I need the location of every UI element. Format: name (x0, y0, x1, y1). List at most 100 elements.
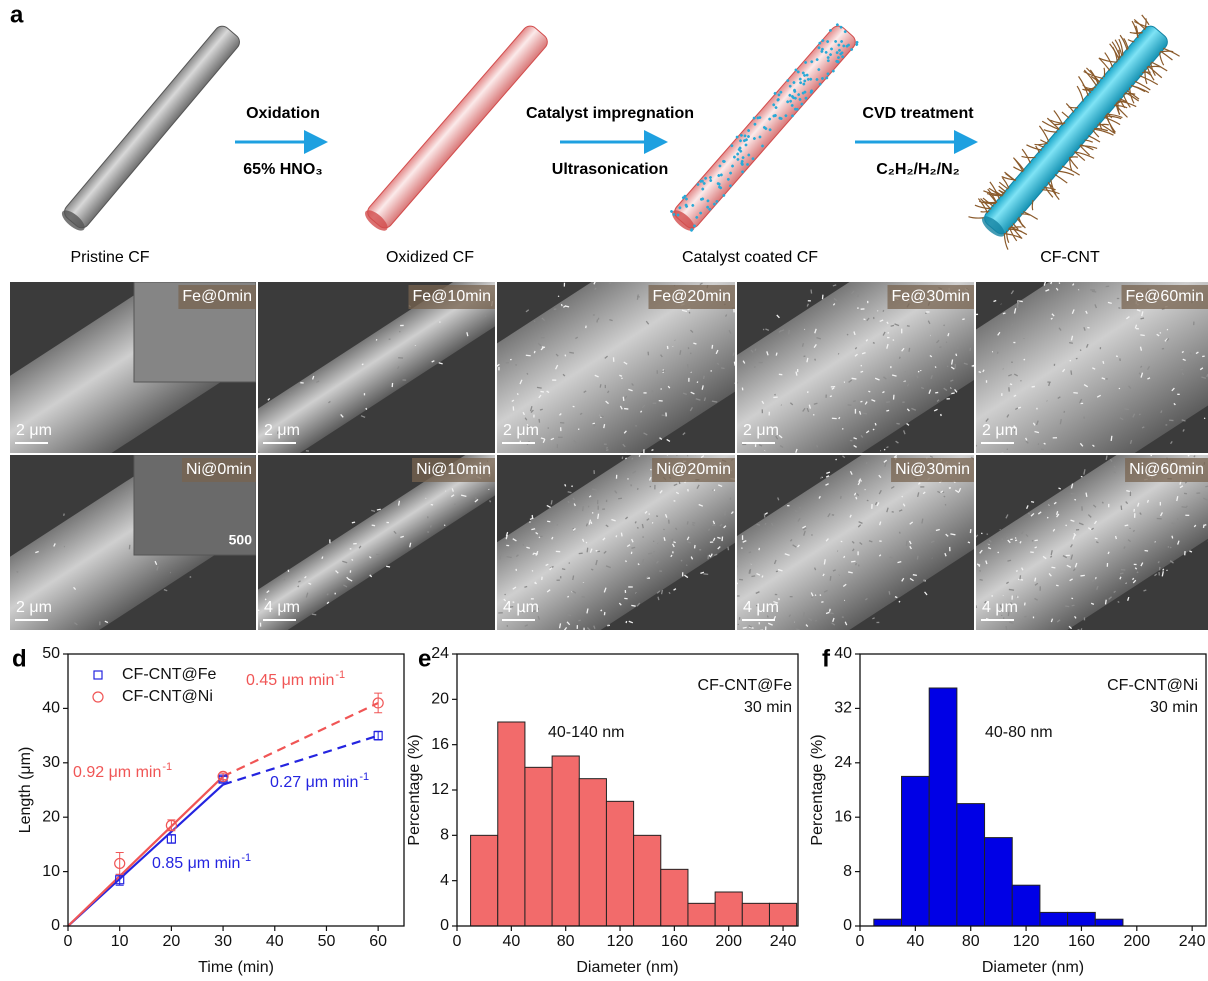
cnt-texture (652, 390, 653, 391)
histogram-bar (606, 801, 633, 926)
histogram-bar (957, 804, 985, 926)
cnt-texture (534, 321, 535, 322)
cnt-texture (648, 264, 649, 265)
x-tick-label: 10 (111, 933, 129, 950)
cnt-texture (428, 673, 431, 676)
stage-caption: CF-CNT (1040, 249, 1100, 266)
cnt-texture (530, 521, 531, 522)
nanotube (1062, 112, 1069, 118)
cnt-texture (686, 703, 689, 706)
cnt-texture (760, 646, 762, 647)
cnt-texture (1020, 380, 1021, 381)
cnt-texture (625, 458, 626, 459)
fiber-body (364, 23, 550, 231)
cnt-texture (885, 278, 890, 283)
cnt-texture (983, 263, 987, 267)
cnt-texture (1191, 254, 1194, 257)
sem-label: Fe@10min (413, 288, 492, 305)
cnt-texture (788, 215, 790, 217)
legend-label: CF-CNT@Ni (122, 688, 213, 705)
cnt-texture (565, 639, 568, 642)
cnt-texture (735, 271, 737, 274)
cnt-texture (747, 242, 749, 245)
x-tick-label: 20 (162, 933, 180, 950)
cnt-texture (991, 685, 994, 687)
histogram-bar (929, 688, 957, 926)
cnt-texture (923, 223, 925, 225)
cnt-texture (560, 264, 563, 267)
cnt-texture (699, 641, 703, 646)
cnt-texture (529, 664, 533, 667)
cnt-texture (1015, 537, 1016, 538)
cnt-texture (663, 278, 666, 281)
cnt-texture (979, 570, 981, 572)
cnt-texture (640, 647, 644, 651)
y-axis-title: Length (μm) (17, 747, 34, 834)
y-tick-label: 0 (440, 917, 449, 934)
sem-label: Ni@30min (895, 461, 970, 478)
cnt-texture (884, 449, 885, 450)
cnt-texture (1002, 538, 1004, 539)
cnt-texture (565, 355, 566, 357)
cnt-texture (974, 235, 975, 236)
cnt-texture (661, 638, 666, 642)
fit-line (223, 703, 378, 776)
cnt-texture (470, 671, 473, 675)
cnt-texture (820, 594, 821, 595)
y-tick-label: 12 (431, 781, 449, 798)
annotation: 0.27 μm min (270, 774, 358, 791)
x-tick-label: 240 (1179, 933, 1206, 950)
cnt-texture (769, 213, 773, 217)
cnt-texture (532, 655, 536, 658)
stage-caption: Pristine CF (70, 249, 149, 266)
cnt-texture (583, 632, 584, 633)
cnt-texture (1125, 237, 1128, 240)
cnt-texture (1126, 583, 1127, 584)
cnt-texture (521, 683, 525, 687)
x-axis-title: Diameter (nm) (982, 959, 1084, 976)
cnt-texture (334, 593, 336, 595)
cnt-texture (1015, 638, 1017, 640)
cnt-texture (1131, 224, 1135, 228)
x-tick-label: 40 (502, 933, 520, 950)
histogram-bar (634, 835, 661, 926)
cnt-texture (845, 640, 849, 644)
cnt-texture (998, 552, 999, 553)
cnt-texture (650, 486, 651, 487)
cnt-texture (511, 354, 512, 355)
cnt-texture (747, 657, 750, 659)
fiber (59, 23, 243, 234)
cnt-texture (664, 683, 665, 684)
cnt-texture (552, 663, 556, 667)
x-tick-label: 120 (1013, 933, 1040, 950)
cnt-texture (731, 649, 733, 652)
cnt-texture (974, 255, 979, 260)
cnt-texture (981, 681, 984, 684)
cnt-texture (551, 659, 553, 661)
cnt-texture (651, 228, 653, 230)
cnt-texture (504, 656, 508, 660)
cnt-texture (887, 332, 888, 333)
cnt-texture (1133, 232, 1136, 236)
cnt-texture (844, 382, 845, 383)
cnt-texture (920, 220, 923, 224)
cnt-texture (586, 631, 589, 634)
cnt-texture (1185, 198, 1187, 201)
scale-label: 4 μm (264, 599, 300, 616)
cnt-texture (1007, 449, 1008, 450)
cnt-texture (1165, 207, 1168, 211)
cnt-texture (1000, 645, 1003, 649)
cnt-texture (1167, 570, 1168, 571)
cnt-texture (553, 279, 555, 281)
cnt-texture (126, 492, 128, 493)
cnt-texture (670, 673, 674, 677)
annotation-superscript: -1 (241, 852, 251, 864)
x-tick-label: 80 (557, 933, 575, 950)
cnt-texture (902, 496, 903, 497)
cnt-texture (172, 651, 173, 652)
cnt-texture (1024, 338, 1025, 339)
cnt-texture (724, 212, 726, 214)
cnt-texture (688, 347, 690, 349)
cnt-texture (758, 180, 761, 182)
cnt-texture (801, 238, 805, 242)
